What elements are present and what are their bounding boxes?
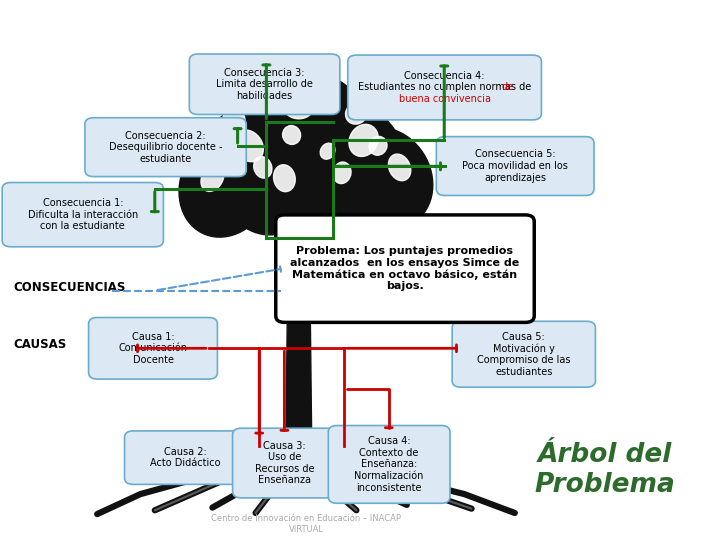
Ellipse shape (333, 162, 351, 184)
FancyBboxPatch shape (2, 183, 163, 247)
Text: de: de (502, 83, 514, 92)
Text: Consecuencia 1:
Dificulta la interacción
con la estudiante: Consecuencia 1: Dificulta la interacción… (27, 198, 138, 231)
Ellipse shape (233, 130, 264, 161)
Text: buena convivencia: buena convivencia (399, 94, 490, 104)
Ellipse shape (223, 76, 382, 227)
Text: Causa 1:
Comunicación
Docente: Causa 1: Comunicación Docente (119, 332, 187, 365)
Text: Consecuencia 5:
Poca movilidad en los
aprendizajes: Consecuencia 5: Poca movilidad en los ap… (462, 150, 568, 183)
Ellipse shape (201, 165, 224, 191)
Text: Causa 5:
Motivación y
Compromiso de las
estudiantes: Causa 5: Motivación y Compromiso de las … (477, 332, 570, 377)
Ellipse shape (234, 70, 364, 167)
Polygon shape (286, 216, 312, 446)
FancyBboxPatch shape (89, 318, 217, 379)
FancyBboxPatch shape (328, 426, 450, 503)
Ellipse shape (346, 103, 367, 124)
Ellipse shape (253, 157, 272, 178)
Text: Consecuencia 2:
Desequilibrio docente -
estudiante: Consecuencia 2: Desequilibrio docente - … (109, 131, 222, 164)
Text: CONSECUENCIAS: CONSECUENCIAS (13, 280, 125, 294)
FancyBboxPatch shape (452, 321, 595, 387)
FancyBboxPatch shape (125, 431, 246, 484)
Text: Consecuencia 3:
Limita desarrollo de
habilidades: Consecuencia 3: Limita desarrollo de hab… (216, 68, 313, 101)
Ellipse shape (223, 108, 245, 130)
Ellipse shape (349, 124, 378, 157)
Ellipse shape (282, 126, 301, 144)
Ellipse shape (227, 154, 313, 235)
Text: Estudiantes no cumplen normas de: Estudiantes no cumplen normas de (358, 83, 531, 92)
Ellipse shape (274, 165, 295, 192)
Ellipse shape (299, 162, 371, 238)
FancyBboxPatch shape (189, 54, 340, 114)
FancyBboxPatch shape (348, 55, 541, 120)
Text: Problema: Los puntajes promedios
alcanzados  en los ensayos Simce de
Matemática : Problema: Los puntajes promedios alcanza… (290, 246, 520, 292)
Text: Árbol del
Problema: Árbol del Problema (534, 442, 675, 498)
Text: CAUSAS: CAUSAS (13, 338, 66, 352)
Text: Causa 3:
Uso de
Recursos de
Enseñanza: Causa 3: Uso de Recursos de Enseñanza (255, 441, 314, 485)
FancyBboxPatch shape (276, 215, 534, 322)
Ellipse shape (179, 130, 274, 237)
Text: Causa 2:
Acto Didáctico: Causa 2: Acto Didáctico (150, 447, 220, 468)
Ellipse shape (388, 154, 411, 181)
FancyBboxPatch shape (233, 428, 336, 498)
Text: Consecuencia 4:: Consecuencia 4: (405, 71, 485, 80)
Ellipse shape (290, 98, 408, 226)
Ellipse shape (320, 143, 335, 159)
Ellipse shape (338, 127, 433, 229)
Ellipse shape (369, 137, 387, 155)
Ellipse shape (197, 98, 315, 226)
FancyBboxPatch shape (85, 118, 246, 177)
Text: Causa 4:
Contexto de
Enseñanza:
Normalización
inconsistente: Causa 4: Contexto de Enseñanza: Normaliz… (354, 436, 424, 492)
Text: Centro de Innovación en Educación – INACAP
VIRTUAL: Centro de Innovación en Educación – INAC… (211, 514, 401, 534)
Ellipse shape (284, 97, 313, 119)
FancyBboxPatch shape (436, 137, 594, 195)
